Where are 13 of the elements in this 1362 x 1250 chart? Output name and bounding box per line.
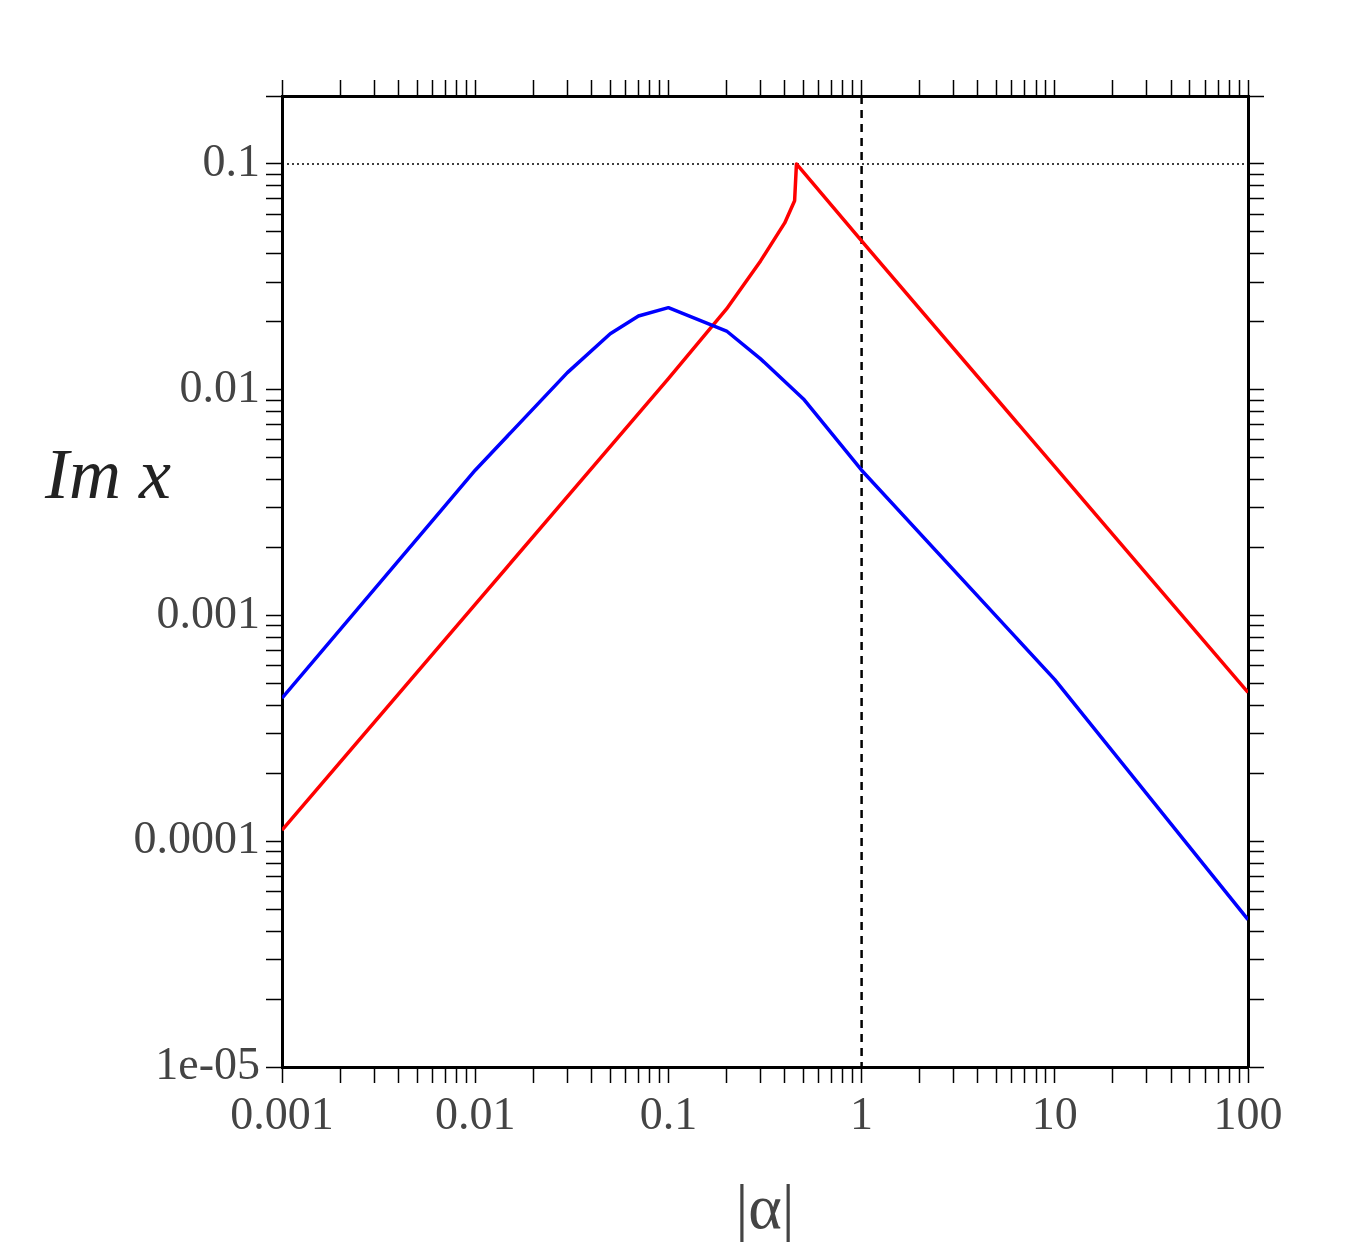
x-tick-label: 10 xyxy=(1031,1087,1078,1139)
y-tick-label: 0.01 xyxy=(179,360,260,412)
x-tick-label: 0.001 xyxy=(230,1087,334,1139)
y-axis-title: Im x xyxy=(44,434,171,515)
y-tick-label: 0.0001 xyxy=(133,812,260,864)
x-tick-label: 1 xyxy=(850,1087,874,1139)
y-tick-label: 1e-05 xyxy=(155,1038,260,1090)
x-tick-label: 100 xyxy=(1213,1087,1283,1139)
y-tick-label: 0.001 xyxy=(156,586,260,638)
x-tick-label: 0.01 xyxy=(434,1087,516,1139)
y-tick-label: 0.1 xyxy=(202,135,260,187)
x-tick-label: 0.1 xyxy=(639,1087,698,1139)
x-axis-title: |α| xyxy=(735,1171,795,1243)
